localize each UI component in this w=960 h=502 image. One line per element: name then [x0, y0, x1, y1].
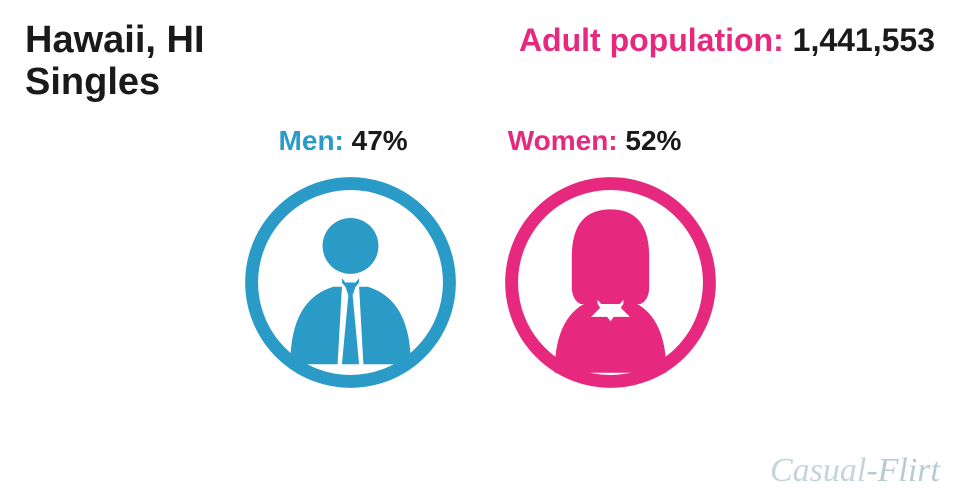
icons-row [0, 175, 960, 390]
men-label: Men: [279, 125, 352, 156]
page-title-line1: Hawaii, HI [25, 20, 205, 62]
watermark-word1: Casual [770, 452, 866, 489]
population-value: 1,441,553 [793, 22, 935, 58]
population-label: Adult population: [519, 22, 793, 58]
watermark: Casual-Flirt [770, 452, 940, 490]
watermark-word2: -Flirt [866, 452, 940, 489]
women-value: 52% [625, 125, 681, 156]
title-block: Hawaii, HI Singles [25, 20, 205, 104]
men-value: 47% [352, 125, 408, 156]
page-title-line2: Singles [25, 62, 205, 104]
women-label: Women: [508, 125, 626, 156]
stats-row: Men: 47% Women: 52% [0, 125, 960, 157]
men-stat: Men: 47% [279, 125, 408, 157]
women-stat: Women: 52% [508, 125, 682, 157]
population-block: Adult population: 1,441,553 [519, 22, 935, 59]
man-icon [243, 175, 458, 390]
woman-icon [503, 175, 718, 390]
